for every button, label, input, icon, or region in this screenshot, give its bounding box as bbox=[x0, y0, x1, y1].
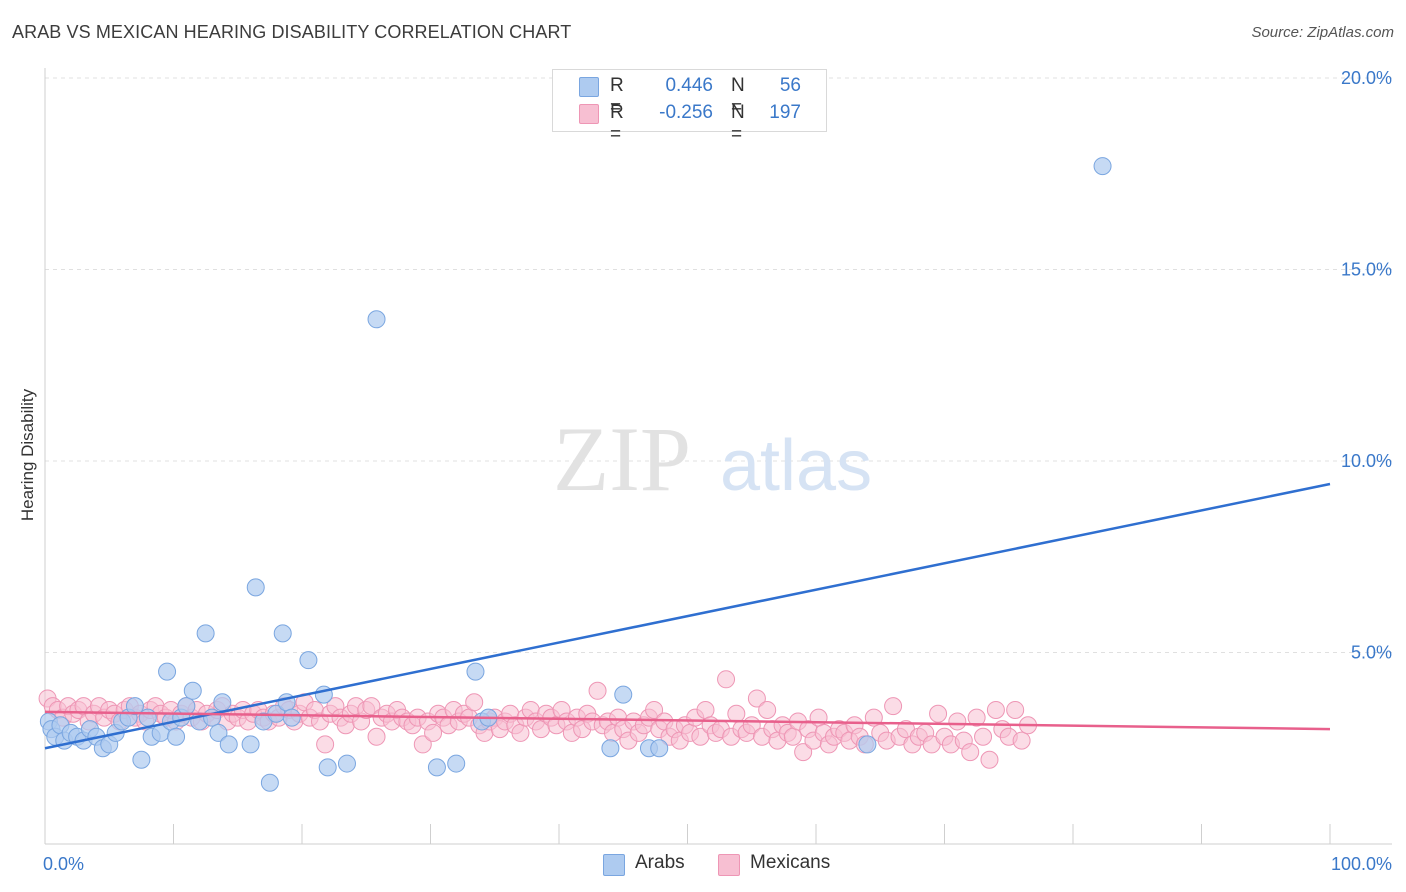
y-tick-label: 15.0% bbox=[1341, 260, 1392, 280]
arabs-point bbox=[260, 773, 279, 792]
arabs-point bbox=[132, 750, 151, 769]
mexicans-point bbox=[967, 708, 986, 727]
arabs-point bbox=[367, 310, 386, 329]
mexicans-point bbox=[986, 700, 1005, 719]
tick-labels: 5.0% 10.0% 15.0% 20.0% 0.0% 100.0% bbox=[43, 68, 1392, 874]
arabs-point bbox=[318, 758, 337, 777]
mexicans-point bbox=[980, 750, 999, 769]
trend-lines bbox=[44, 482, 1331, 750]
arabs-trend-line bbox=[44, 482, 1331, 750]
legend-n-value: 56 bbox=[779, 75, 801, 96]
mexicans-point bbox=[717, 670, 736, 689]
arabs-point bbox=[427, 758, 446, 777]
mexicans-point bbox=[1006, 700, 1025, 719]
mexicans-point bbox=[367, 727, 386, 746]
mexicans-point bbox=[758, 700, 777, 719]
mexicans-point bbox=[747, 689, 766, 708]
arabs-point bbox=[337, 754, 356, 773]
arabs-point bbox=[650, 739, 669, 758]
legend-n-label: N = bbox=[731, 102, 745, 145]
arabs-legend-swatch bbox=[603, 854, 625, 876]
mexicans-point bbox=[948, 712, 967, 731]
x-tick-label-min: 0.0% bbox=[43, 854, 84, 874]
arabs-point bbox=[273, 624, 292, 643]
arabs-point bbox=[167, 727, 186, 746]
arabs-point bbox=[158, 662, 177, 681]
arabs-point bbox=[299, 651, 318, 670]
mexicans-point bbox=[362, 697, 381, 716]
watermark-atlas: atlas bbox=[720, 426, 872, 506]
arabs-point bbox=[241, 735, 260, 754]
arabs-point bbox=[246, 578, 265, 597]
arabs-point bbox=[447, 754, 466, 773]
mexicans-point bbox=[511, 723, 530, 742]
mexicans-trend-line bbox=[44, 710, 1331, 731]
mexicans-swatch bbox=[579, 104, 599, 124]
mexicans-point bbox=[1012, 731, 1031, 750]
mexicans-point bbox=[727, 704, 746, 723]
mexicans-point bbox=[316, 735, 335, 754]
arabs-point bbox=[196, 624, 215, 643]
arabs-point bbox=[1093, 157, 1112, 176]
y-tick-label: 20.0% bbox=[1341, 68, 1392, 88]
arabs-point bbox=[614, 685, 633, 704]
y-tick-label: 5.0% bbox=[1351, 643, 1392, 663]
mexicans-point bbox=[974, 727, 993, 746]
legend-n-label: N = bbox=[731, 75, 745, 118]
mexicans-point bbox=[794, 743, 813, 762]
grid-lines bbox=[45, 77, 1392, 653]
mexicans-point bbox=[424, 723, 443, 742]
mexicans-point bbox=[929, 704, 948, 723]
chart-title: ARAB VS MEXICAN HEARING DISABILITY CORRE… bbox=[12, 22, 572, 42]
legend-r-label: R = bbox=[610, 102, 624, 145]
arabs-point bbox=[282, 708, 301, 727]
mexicans-point bbox=[413, 735, 432, 754]
arabs-point bbox=[177, 697, 196, 716]
arabs-point bbox=[213, 693, 232, 712]
mexicans-point bbox=[961, 743, 980, 762]
legend-r-value: 0.446 bbox=[665, 75, 713, 96]
legend-box: R = 0.446 N = 56 R = -0.256 N = 197 bbox=[552, 69, 827, 145]
mexicans-point bbox=[645, 700, 664, 719]
mexicans-legend-label: Mexicans bbox=[750, 852, 831, 873]
arabs-point bbox=[601, 739, 620, 758]
arabs-point bbox=[466, 662, 485, 681]
arabs-legend-label: Arabs bbox=[635, 852, 685, 873]
arabs-point bbox=[138, 708, 157, 727]
arabs-point bbox=[183, 681, 202, 700]
arabs-swatch bbox=[579, 77, 599, 97]
arabs-point bbox=[858, 735, 877, 754]
watermark-zip: ZIP bbox=[553, 408, 691, 510]
legend-n-value: 197 bbox=[769, 102, 801, 123]
legend-r-value: -0.256 bbox=[659, 102, 713, 123]
mexicans-point bbox=[884, 697, 903, 716]
mexicans-point bbox=[783, 727, 802, 746]
mexicans-point bbox=[696, 700, 715, 719]
arabs-point bbox=[125, 697, 144, 716]
arabs-point bbox=[209, 723, 228, 742]
watermark: ZIP atlas bbox=[553, 408, 872, 510]
arabs-point bbox=[219, 735, 238, 754]
mexicans-point bbox=[465, 693, 484, 712]
source-label: Source: ZipAtlas.com bbox=[1251, 24, 1394, 41]
x-tick-label-max: 100.0% bbox=[1331, 854, 1392, 874]
legend-r-label: R = bbox=[610, 75, 624, 118]
y-tick-label: 10.0% bbox=[1341, 451, 1392, 471]
mexicans-legend-swatch bbox=[718, 854, 740, 876]
mexicans-point bbox=[588, 681, 607, 700]
